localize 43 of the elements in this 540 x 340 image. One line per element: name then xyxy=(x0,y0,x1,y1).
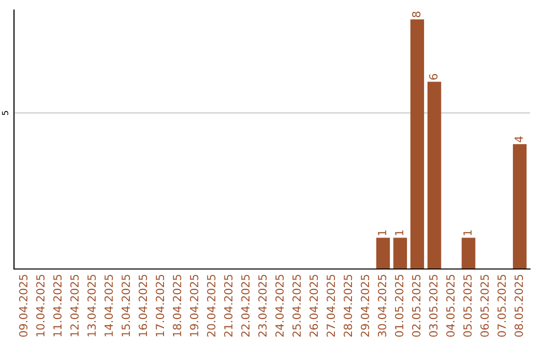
x-tick-label: 29.04.2025 xyxy=(360,274,370,337)
x-tick-label: 19.04.2025 xyxy=(190,274,198,336)
bar xyxy=(427,82,442,269)
x-tick-label: 27.04.2025 xyxy=(326,274,336,337)
x-tick-label: 25.04.2025 xyxy=(292,274,301,337)
x-tick-label: 10.04.2025 xyxy=(36,274,45,336)
ref-line-label: 5 xyxy=(2,111,8,115)
x-tick-label: 15.04.2025 xyxy=(122,274,130,336)
x-tick-label: 16.04.2025 xyxy=(138,274,148,336)
x-tick-label: 04.05.2025 xyxy=(446,274,455,337)
x-tick-label: 12.04.2025 xyxy=(70,274,79,336)
x-tick-label: 21.04.2025 xyxy=(224,274,233,337)
bar xyxy=(393,238,407,269)
x-tick-label: 23.04.2025 xyxy=(258,274,267,337)
data-label: 1 xyxy=(395,230,404,236)
x-tick-label: 07.05.2025 xyxy=(497,274,506,337)
data-label: 1 xyxy=(378,230,386,236)
x-tick-label: 28.04.2025 xyxy=(344,274,352,337)
x-tick-label: 06.05.2025 xyxy=(480,274,489,337)
x-tick-label: 17.04.2025 xyxy=(156,274,164,336)
x-tick-label: 13.04.2025 xyxy=(87,274,96,336)
x-tick-label: 11.04.2025 xyxy=(53,274,62,336)
x-tick-label: 08.05.2025 xyxy=(514,274,523,337)
x-tick-label: 18.04.2025 xyxy=(172,274,182,336)
data-label: 1 xyxy=(463,230,472,236)
x-tick-label: 09.04.2025 xyxy=(19,274,28,337)
bar xyxy=(376,238,390,269)
bar xyxy=(512,144,527,269)
x-tick-label: 26.04.2025 xyxy=(310,274,318,337)
x-tick-label: 02.05.2025 xyxy=(412,274,420,337)
bar xyxy=(462,238,476,269)
data-label: 4 xyxy=(514,136,523,142)
x-tick-label: 20.04.2025 xyxy=(207,274,216,337)
x-tick-label: 24.04.2025 xyxy=(275,274,284,337)
x-tick-label: 14.04.2025 xyxy=(104,274,113,336)
x-tick-label: 22.04.2025 xyxy=(241,274,250,337)
x-tick-label: 03.05.2025 xyxy=(429,274,438,337)
data-label: 8 xyxy=(412,12,420,18)
x-tick-label: 05.05.2025 xyxy=(463,274,472,337)
bar xyxy=(410,19,424,269)
data-label: 6 xyxy=(429,74,438,80)
x-tick-label: 01.05.2025 xyxy=(394,274,404,337)
x-tick-label: 30.04.2025 xyxy=(378,274,386,337)
